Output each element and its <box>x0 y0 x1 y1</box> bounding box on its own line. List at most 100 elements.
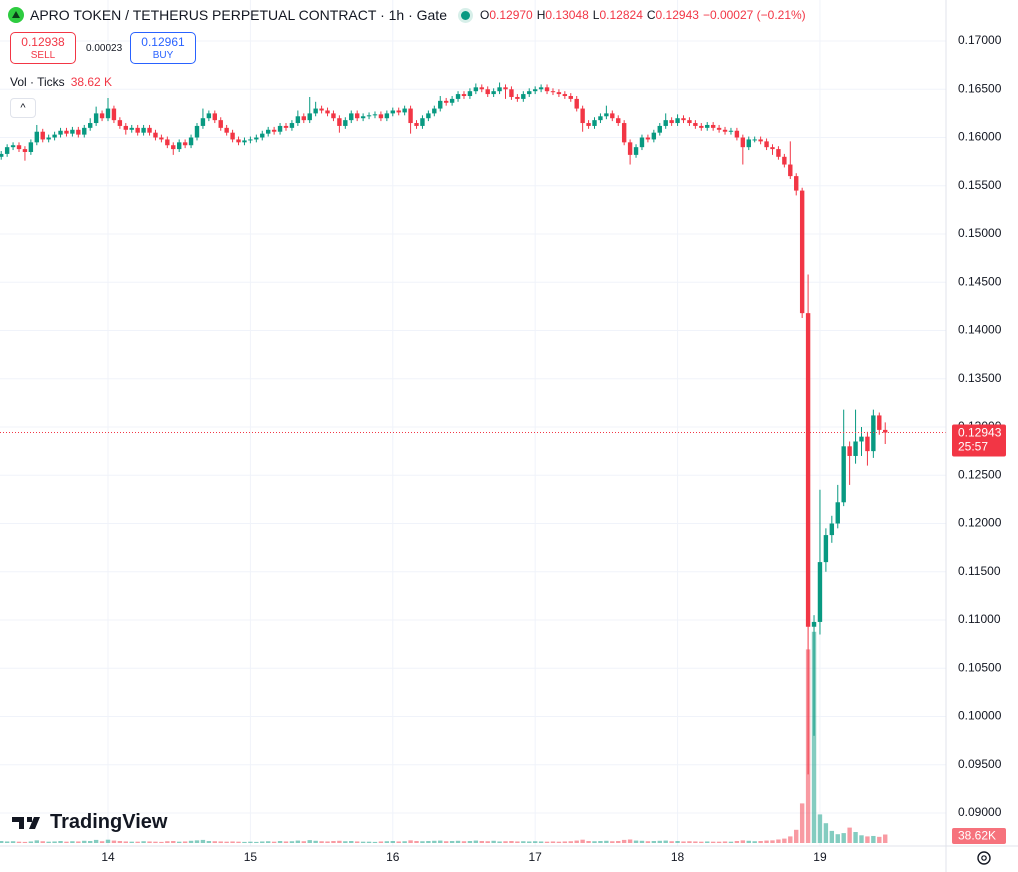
volume-bar <box>461 841 467 843</box>
candle-body <box>117 120 123 126</box>
volume-bar <box>176 841 182 843</box>
volume-bar <box>46 841 51 843</box>
candle-body <box>182 142 188 146</box>
candle-body <box>621 123 627 143</box>
buy-label[interactable]: BUY <box>152 50 174 61</box>
volume-bar <box>325 841 330 843</box>
volume-badge-bg <box>952 828 1006 844</box>
volume-bar <box>295 840 301 843</box>
volume-bar <box>171 841 176 843</box>
volume-bar <box>182 841 188 843</box>
volume-bar <box>165 841 170 843</box>
volume-bar <box>527 841 532 843</box>
volume-bar <box>153 841 158 843</box>
candle-body <box>521 94 526 99</box>
volume-bar <box>194 840 200 843</box>
volume-bar <box>503 841 508 843</box>
candle-body <box>22 149 28 152</box>
settings-gear[interactable] <box>977 851 991 865</box>
volume-bar <box>592 841 597 843</box>
y-tick-label: 0.17000 <box>958 33 1002 47</box>
volume-bar <box>277 841 283 843</box>
volume-bar <box>254 841 259 843</box>
candle-body <box>384 113 390 119</box>
candle-body <box>639 137 645 148</box>
volume-bar <box>657 840 662 843</box>
candle-body <box>823 535 829 563</box>
candle-body <box>657 125 662 133</box>
volume-bar <box>823 823 829 843</box>
volume-bar <box>788 836 793 843</box>
candle-body <box>432 108 437 114</box>
volume-bar <box>4 841 10 843</box>
y-tick-label: 0.10000 <box>958 709 1002 723</box>
volume-bar <box>841 833 846 843</box>
volume-bar <box>663 840 668 843</box>
collapse-button[interactable]: ^ <box>10 98 36 118</box>
candle-body <box>301 116 306 121</box>
volume-bar <box>141 841 146 843</box>
candle-body <box>663 120 668 126</box>
volume-bar <box>580 839 585 843</box>
candle-body <box>408 108 413 124</box>
volume-bar <box>621 839 627 843</box>
y-tick-label: 0.09000 <box>958 805 1002 819</box>
candle-body <box>4 147 10 154</box>
price-badge-bg <box>952 424 1006 457</box>
candle-body <box>675 118 680 124</box>
candle-body <box>871 415 876 452</box>
sell-label[interactable]: SELL <box>30 50 56 61</box>
candle-body <box>710 124 716 128</box>
candle-body <box>764 141 769 148</box>
x-tick-label: 19 <box>813 850 827 864</box>
candle-body <box>230 132 235 140</box>
candle-body <box>141 127 146 133</box>
sell-price[interactable]: 0.12938 <box>21 35 65 49</box>
ohlc-label: C <box>646 8 656 22</box>
candle-body <box>669 120 674 124</box>
buy-price[interactable]: 0.12961 <box>141 35 185 49</box>
candle-body <box>438 100 443 109</box>
settings-icon[interactable] <box>977 851 991 865</box>
volume-bar <box>639 840 645 843</box>
candle-body <box>360 116 366 119</box>
candle-body <box>319 108 324 111</box>
candle-body <box>200 118 206 126</box>
volume-bar <box>349 841 354 843</box>
x-tick-label: 18 <box>671 850 685 864</box>
candle-body <box>248 139 253 141</box>
candle-body <box>212 113 217 121</box>
candle-body <box>829 523 835 536</box>
candle-body <box>307 113 312 121</box>
candle-body <box>746 139 751 148</box>
volume-bar <box>586 841 591 843</box>
volume-bar <box>147 841 152 843</box>
symbol-title[interactable]: APRO TOKEN / TETHERUS PERPETUAL CONTRACT… <box>30 7 447 23</box>
candle-body <box>46 137 51 140</box>
settings-hub[interactable] <box>981 855 987 861</box>
candle-body <box>681 118 686 121</box>
candle-body <box>88 123 93 128</box>
candle-body <box>313 108 318 114</box>
volume-bar <box>485 841 490 843</box>
ohlc-close: C0.12943 <box>647 8 699 22</box>
candle-body <box>206 113 212 119</box>
volume-bar <box>776 839 781 843</box>
volume-bar <box>135 841 140 843</box>
x-tick-label: 14 <box>101 850 115 864</box>
candle-body <box>218 120 223 128</box>
volume-value: 38.62 K <box>70 75 113 89</box>
volume-bar <box>283 841 289 843</box>
sell-button[interactable]: 0.12938 SELL <box>10 32 76 64</box>
buy-button[interactable]: 0.12961 BUY <box>130 32 196 64</box>
volume-bar <box>408 840 413 843</box>
candle-body <box>610 113 615 119</box>
volume-bar <box>877 836 882 843</box>
candle-body <box>236 139 241 143</box>
market-status <box>461 10 470 20</box>
volume-bar <box>669 841 674 843</box>
candle-body <box>289 123 295 128</box>
y-tick-label: 0.15500 <box>958 178 1002 192</box>
candle-body <box>165 139 170 146</box>
candle-body <box>699 125 704 128</box>
